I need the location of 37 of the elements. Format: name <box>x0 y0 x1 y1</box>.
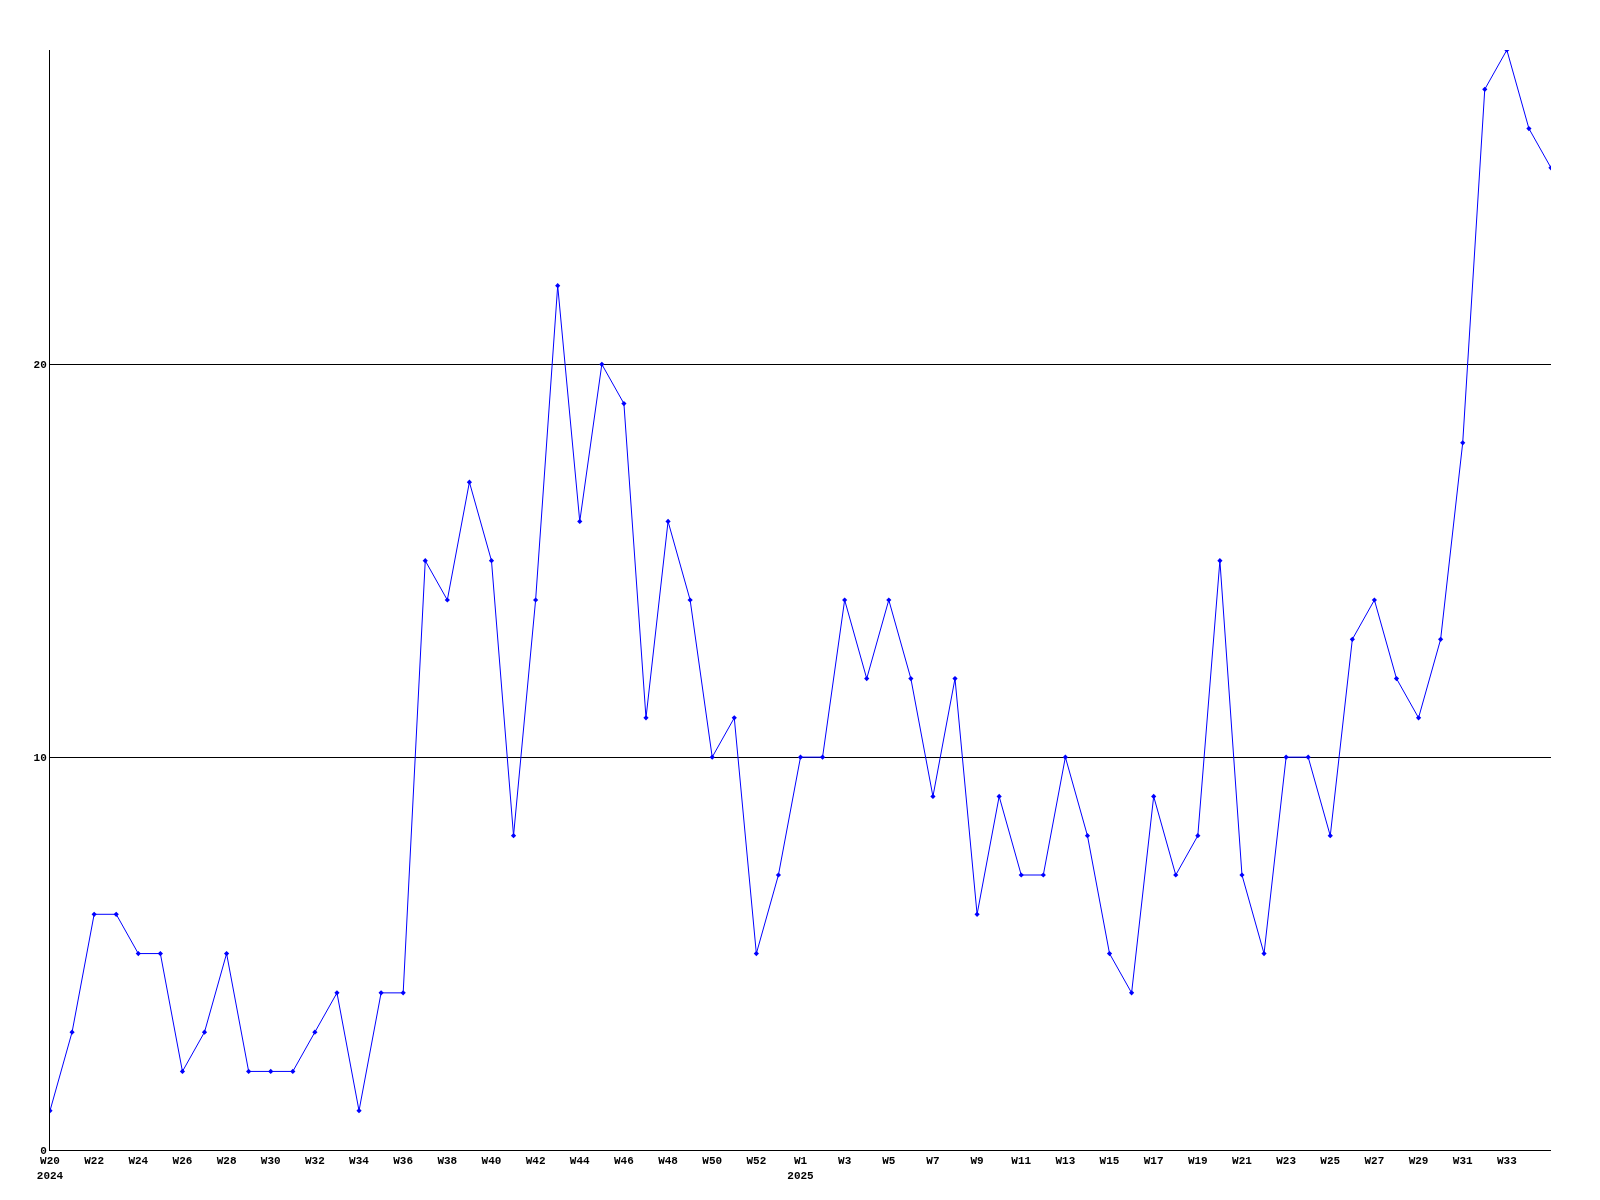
x-tick-label: W7 <box>926 1155 940 1168</box>
x-tick-label: W11 <box>1011 1155 1032 1168</box>
x-tick-label: W20 2024 <box>36 1155 64 1182</box>
x-tick-label: W13 <box>1055 1155 1076 1168</box>
x-tick-label: W3 <box>838 1155 852 1168</box>
x-tick-label: W26 <box>172 1155 193 1168</box>
x-tick-label: W19 <box>1187 1155 1208 1168</box>
x-tick-label: W38 <box>437 1155 458 1168</box>
y-tick-label: 0 <box>40 1144 47 1157</box>
y-tick-label: 20 <box>33 359 47 372</box>
x-tick-label: W46 <box>614 1155 634 1168</box>
x-tick-label: W31 <box>1452 1155 1474 1168</box>
x-tick-label: W21 <box>1232 1155 1253 1168</box>
x-tick-label: W9 <box>970 1155 984 1168</box>
x-tick-label: W50 <box>702 1155 723 1168</box>
x-tick-label: W33 <box>1496 1155 1518 1168</box>
x-tick-label: W40 <box>481 1155 502 1168</box>
x-tick-label: W34 <box>349 1155 370 1168</box>
x-tick-label: W28 <box>216 1155 237 1168</box>
x-tick-label: W22 <box>84 1155 105 1168</box>
x-tick-label: W15 <box>1099 1155 1120 1168</box>
x-tick-label: W42 <box>525 1155 546 1168</box>
x-tick-label: W17 <box>1143 1155 1164 1168</box>
x-tick-label: W25 <box>1320 1155 1341 1168</box>
x-tick-label: W1 2025 <box>787 1155 815 1182</box>
x-tick-label: W52 <box>746 1155 767 1168</box>
x-tick-label: W36 <box>393 1155 414 1168</box>
x-tick-label: W5 <box>882 1155 896 1168</box>
x-tick-label: W29 <box>1408 1155 1429 1168</box>
y-tick-label: 10 <box>33 751 47 764</box>
x-tick-label: W24 <box>128 1155 149 1168</box>
x-tick-label: W32 <box>304 1155 325 1168</box>
x-tick-label: W27 <box>1364 1155 1385 1168</box>
x-tick-label: W48 <box>658 1155 679 1168</box>
x-tick-label: W44 <box>569 1155 591 1168</box>
x-tick-label: W23 <box>1276 1155 1297 1168</box>
x-tick-label: W30 <box>260 1155 281 1168</box>
